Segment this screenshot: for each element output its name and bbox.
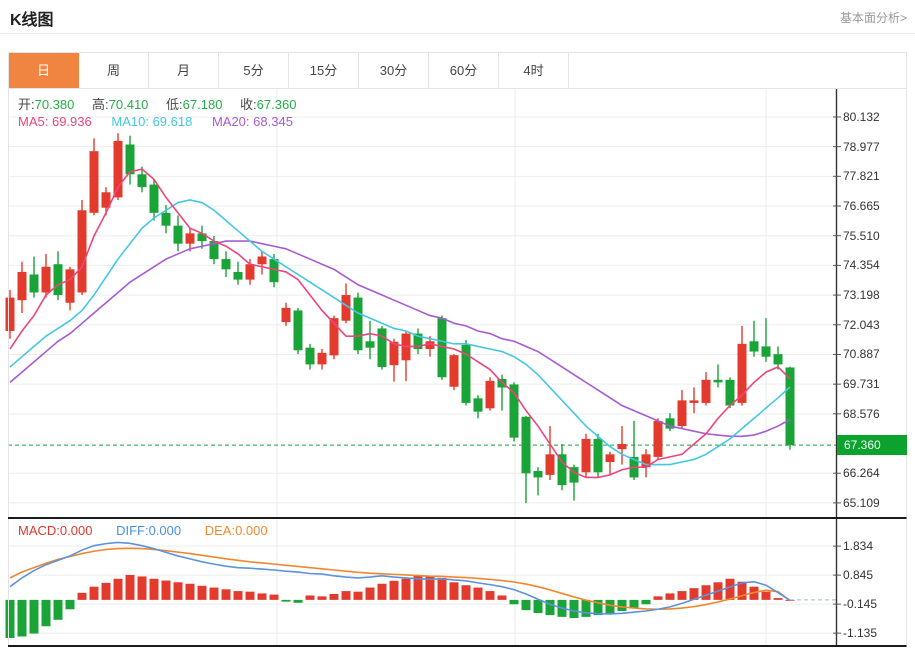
tab-60min[interactable]: 60分 (429, 53, 499, 88)
tab-day[interactable]: 日 (9, 53, 79, 88)
price-axis-label: 77.821 (843, 169, 880, 184)
candles-group (5, 133, 795, 504)
period-tab-bar: 日 周 月 5分 15分 30分 60分 4时 (8, 52, 907, 89)
ma20-legend: MA20: 68.345 (211, 114, 293, 129)
macd-axis-label: 1.834 (843, 539, 874, 554)
price-axis-label: 68.576 (843, 406, 880, 421)
ma-legend: MA5: 69.936 MA10: 69.618 MA20: 68.345 (18, 114, 309, 129)
macd-axis-label: -1.135 (843, 626, 878, 641)
dea-value-legend: DEA:0.000 (204, 523, 268, 538)
fundamental-analysis-link[interactable]: 基本面分析> (839, 11, 907, 25)
macd-value-legend: MACD:0.000 (18, 523, 93, 538)
page-title: K线图 (10, 12, 54, 29)
current-price-tag: 67.360 (837, 435, 907, 456)
high-label: 高: (92, 97, 109, 112)
tab-month[interactable]: 月 (149, 53, 219, 88)
price-axis-label: 78.977 (843, 139, 880, 154)
ma5-legend: MA5: 69.936 (18, 114, 92, 129)
ma20-line (9, 240, 791, 438)
price-axis-label: 72.043 (843, 317, 880, 332)
price-axis-label: 65.109 (843, 495, 880, 510)
tab-week[interactable]: 周 (79, 53, 149, 88)
tab-30min[interactable]: 30分 (359, 53, 429, 88)
ohlc-legend: 开:70.380 高:70.410 低:67.180 收:67.360 (18, 94, 310, 113)
close-label: 收: (240, 97, 257, 112)
open-label: 开: (18, 97, 35, 112)
ma10-line (9, 199, 791, 466)
macd-histogram-group (5, 574, 795, 638)
diff-line (9, 541, 791, 615)
price-axis-label: 76.665 (843, 199, 880, 214)
gridlines (8, 89, 833, 645)
title-divider (0, 33, 915, 34)
macd-legend: MACD:0.000 DIFF:0.000 DEA:0.000 (18, 523, 288, 538)
price-axis-label: 69.731 (843, 377, 880, 392)
macd-axis-label: -0.145 (843, 597, 878, 612)
diff-value-legend: DIFF:0.000 (116, 523, 182, 538)
price-axis-label: 70.887 (843, 347, 880, 362)
low-value: 67.180 (182, 97, 223, 112)
close-value: 67.360 (256, 97, 297, 112)
price-axis-label: 74.354 (843, 258, 880, 273)
price-axis-label: 75.510 (843, 228, 880, 243)
tab-5min[interactable]: 5分 (219, 53, 289, 88)
price-axis-label: 66.264 (843, 466, 880, 481)
open-value: 70.380 (34, 97, 75, 112)
tab-4hour[interactable]: 4时 (499, 53, 569, 88)
ma5-line (9, 168, 791, 479)
ma10-legend: MA10: 69.618 (111, 114, 193, 129)
low-label: 低: (166, 97, 183, 112)
tab-15min[interactable]: 15分 (289, 53, 359, 88)
price-axis-label: 80.132 (843, 109, 880, 124)
price-axis-label: 73.198 (843, 288, 880, 303)
high-value: 70.410 (108, 97, 149, 112)
macd-axis-label: 0.845 (843, 568, 874, 583)
